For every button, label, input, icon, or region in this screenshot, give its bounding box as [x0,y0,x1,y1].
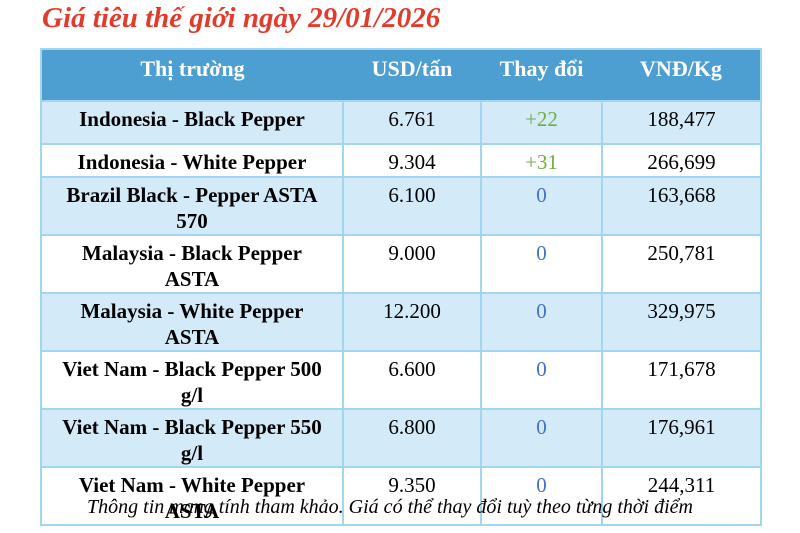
table-row: Viet Nam - Black Pepper 500 g/l 6.600 0 … [40,350,762,410]
column-header-usd: USD/tấn [371,56,453,81]
vnd-cell: 188,477 [601,100,762,145]
market-cell: Brazil Black - Pepper ASTA 570 [40,176,344,236]
change-cell: 0 [480,292,603,352]
change-cell: 0 [480,408,603,468]
market-cell: Indonesia - Black Pepper [40,100,344,145]
usd-cell: 9.304 [342,143,482,178]
usd-cell: 6.100 [342,176,482,236]
vnd-cell: 266,699 [601,143,762,178]
change-cell: 0 [480,350,603,410]
usd-cell: 6.600 [342,350,482,410]
change-cell: +22 [480,100,603,145]
table-row: Malaysia - Black Pepper ASTA 9.000 0 250… [40,234,762,294]
table-row: Viet Nam - Black Pepper 550 g/l 6.800 0 … [40,408,762,468]
usd-cell: 9.000 [342,234,482,294]
vnd-cell: 244,311 [601,466,762,526]
table-header-row: Thị trường USD/tấn Thay đổi VNĐ/Kg [41,49,761,101]
usd-cell: 6.800 [342,408,482,468]
change-cell: 0 [480,234,603,294]
table-row: Indonesia - White Pepper 9.304 +31 266,6… [40,143,762,178]
change-cell: 0 [480,466,603,526]
column-header-vnd: VNĐ/Kg [640,56,722,81]
pepper-price-table: Thị trường USD/tấn Thay đổi VNĐ/Kg Indon… [40,48,762,526]
table-row: Indonesia - Black Pepper 6.761 +22 188,4… [40,100,762,145]
vnd-cell: 171,678 [601,350,762,410]
page-title: Giá tiêu thế giới ngày 29/01/2026 [42,2,441,34]
market-cell: Viet Nam - Black Pepper 550 g/l [40,408,344,468]
table-row: Brazil Black - Pepper ASTA 570 6.100 0 1… [40,176,762,236]
market-cell: Malaysia - Black Pepper ASTA [40,234,344,294]
usd-cell: 6.761 [342,100,482,145]
usd-cell: 9.350 [342,466,482,526]
column-header-market: Thị trường [140,56,245,81]
market-cell: Malaysia - White Pepper ASTA [40,292,344,352]
vnd-cell: 163,668 [601,176,762,236]
market-cell: Viet Nam - Black Pepper 500 g/l [40,350,344,410]
market-cell: Viet Nam - White Pepper ASTA [40,466,344,526]
change-cell: +31 [480,143,603,178]
change-cell: 0 [480,176,603,236]
table-row: Viet Nam - White Pepper ASTA 9.350 0 244… [40,466,762,526]
vnd-cell: 329,975 [601,292,762,352]
column-header-change: Thay đổi [499,56,584,81]
vnd-cell: 176,961 [601,408,762,468]
disclaimer-note: Thông tin mang tính tham khảo. Giá có th… [87,496,693,518]
table-row: Malaysia - White Pepper ASTA 12.200 0 32… [40,292,762,352]
usd-cell: 12.200 [342,292,482,352]
vnd-cell: 250,781 [601,234,762,294]
market-cell: Indonesia - White Pepper [40,143,344,178]
